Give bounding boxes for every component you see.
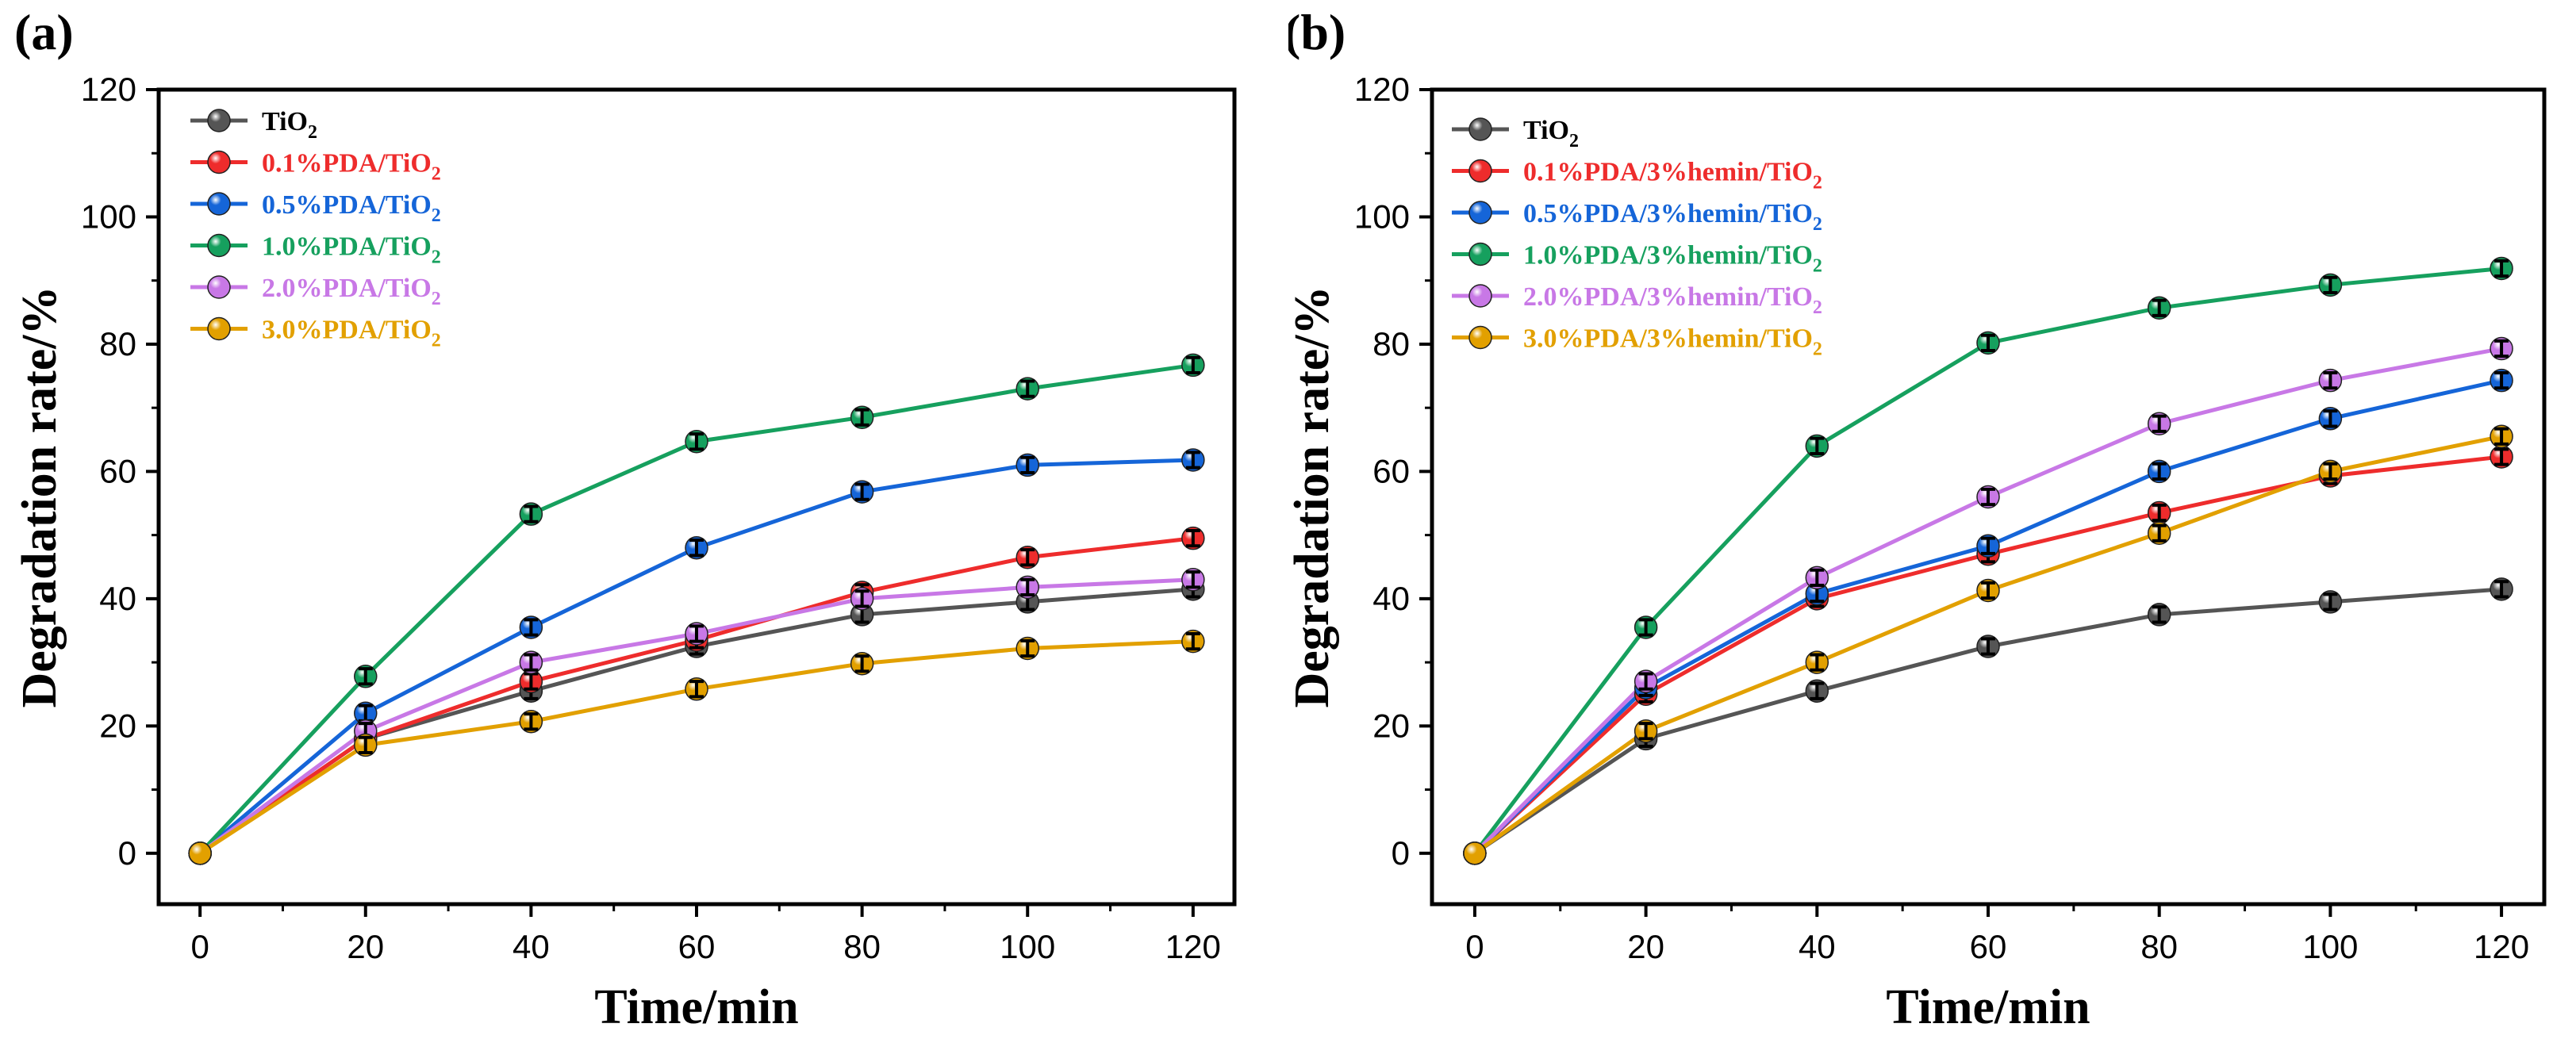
x-axis-title: Time/min <box>1886 980 2090 1034</box>
legend-marker <box>207 192 231 216</box>
y-tick-label: 20 <box>1372 707 1410 744</box>
legend-label: 1.0%PDA/TiO <box>262 232 432 262</box>
legend-marker <box>1468 159 1492 183</box>
data-point <box>188 842 212 865</box>
y-tick-label: 0 <box>1392 834 1410 872</box>
legend-label: TiO <box>1523 116 1569 145</box>
legend-marker <box>1468 284 1492 308</box>
y-tick-label: 40 <box>99 580 136 617</box>
chart-panel-b: (b) 0 20 40 60 80 100 120 0 20 40 60 80 100 120 Time/mi… <box>1288 4 2547 1034</box>
x-tick-label: 40 <box>1799 928 1836 965</box>
x-tick-label: 60 <box>678 928 716 965</box>
legend-entry: 0.5%PDA/3%hemin/TiO2 <box>1523 199 1822 235</box>
legend-label: 0.5%PDA/3%hemin/TiO <box>1523 199 1813 228</box>
legend-label: 3.0%PDA/3%hemin/TiO <box>1523 324 1813 354</box>
y-tick-label: 120 <box>1354 71 1410 108</box>
legend-subscript: 2 <box>308 122 317 143</box>
legend-subscript: 2 <box>432 289 441 309</box>
y-tick-label: 100 <box>81 197 136 235</box>
legend-subscript: 2 <box>1813 214 1822 235</box>
legend-label: TiO <box>262 107 308 136</box>
x-tick-label: 80 <box>843 928 881 965</box>
y-tick-label: 60 <box>99 452 136 489</box>
x-tick-label: 120 <box>1165 928 1221 965</box>
legend-label: 0.1%PDA/3%hemin/TiO <box>1523 158 1813 187</box>
y-tick-label: 80 <box>1372 325 1410 362</box>
legend-marker <box>1468 117 1492 141</box>
legend-marker <box>207 233 231 258</box>
x-tick-label: 20 <box>347 928 384 965</box>
legend-entry: 1.0%PDA/3%hemin/TiO2 <box>1523 241 1822 277</box>
y-axis-title: Degradation rate/% <box>13 286 67 707</box>
x-tick-label: 100 <box>1000 928 1055 965</box>
legend-entry: 2.0%PDA/TiO2 <box>262 274 441 309</box>
legend-entry: TiO2 <box>262 107 317 143</box>
y-tick-label: 80 <box>99 325 136 362</box>
chart-panel-a: (a) 0 20 40 60 80 100 120 0 20 40 60 80 100 120 Time/mi… <box>13 4 1237 1034</box>
legend-marker <box>1468 201 1492 224</box>
legend-subscript: 2 <box>1813 256 1822 277</box>
series-line-2 <box>1473 378 2502 855</box>
x-tick-label: 120 <box>2474 928 2529 965</box>
legend-subscript: 2 <box>1813 297 1822 318</box>
legend-entry: TiO2 <box>1523 116 1579 151</box>
legend-label: 2.0%PDA/3%hemin/TiO <box>1523 282 1813 312</box>
legend-marker <box>207 109 231 132</box>
legend-label: 1.0%PDA/3%hemin/TiO <box>1523 241 1813 270</box>
legend-entry: 2.0%PDA/3%hemin/TiO2 <box>1523 282 1822 318</box>
legend-subscript: 2 <box>1813 339 1822 360</box>
x-tick-label: 60 <box>1970 928 2007 965</box>
y-tick-label: 60 <box>1372 452 1410 489</box>
y-tick-label: 20 <box>99 707 136 744</box>
panel-label: (b) <box>1288 4 1346 60</box>
series-line-4 <box>198 577 1193 855</box>
legend-entry: 3.0%PDA/3%hemin/TiO2 <box>1523 324 1822 360</box>
y-tick-label: 120 <box>81 71 136 108</box>
panel-label: (a) <box>14 4 74 60</box>
legend-subscript: 2 <box>1813 173 1822 194</box>
legend-entry: 3.0%PDA/TiO2 <box>262 316 441 351</box>
y-tick-label: 100 <box>1354 197 1410 235</box>
legend-subscript: 2 <box>432 247 441 268</box>
x-tick-label: 0 <box>190 928 209 965</box>
y-axis-title: Degradation rate/% <box>1288 286 1339 707</box>
legend-subscript: 2 <box>1569 131 1579 151</box>
x-tick-label: 40 <box>513 928 550 965</box>
data-point <box>1463 842 1487 865</box>
legend-marker <box>1468 242 1492 266</box>
legend-subscript: 2 <box>432 331 441 351</box>
series-line-0 <box>1473 587 2502 855</box>
legend-marker <box>207 316 231 341</box>
legend-entry: 1.0%PDA/TiO2 <box>262 232 441 268</box>
y-tick-label: 40 <box>1372 580 1410 617</box>
x-tick-label: 100 <box>2302 928 2358 965</box>
x-tick-label: 0 <box>1465 928 1484 965</box>
legend-entry: 0.1%PDA/TiO2 <box>262 149 441 185</box>
legend-entry: 0.1%PDA/3%hemin/TiO2 <box>1523 158 1822 194</box>
legend-marker <box>207 275 231 299</box>
legend-marker <box>207 150 231 174</box>
legend-marker <box>1468 325 1492 350</box>
legend-label: 2.0%PDA/TiO <box>262 274 432 303</box>
legend-entry: 0.5%PDA/TiO2 <box>262 190 441 226</box>
x-tick-label: 80 <box>2140 928 2178 965</box>
series-line-5 <box>198 639 1193 855</box>
legend-label: 0.1%PDA/TiO <box>262 149 432 178</box>
legend-subscript: 2 <box>432 164 441 185</box>
legend-label: 3.0%PDA/TiO <box>262 316 432 345</box>
y-tick-label: 0 <box>118 834 136 872</box>
x-axis-title: Time/min <box>594 980 798 1034</box>
x-tick-label: 20 <box>1627 928 1664 965</box>
legend-label: 0.5%PDA/TiO <box>262 190 432 220</box>
legend-subscript: 2 <box>432 205 441 226</box>
